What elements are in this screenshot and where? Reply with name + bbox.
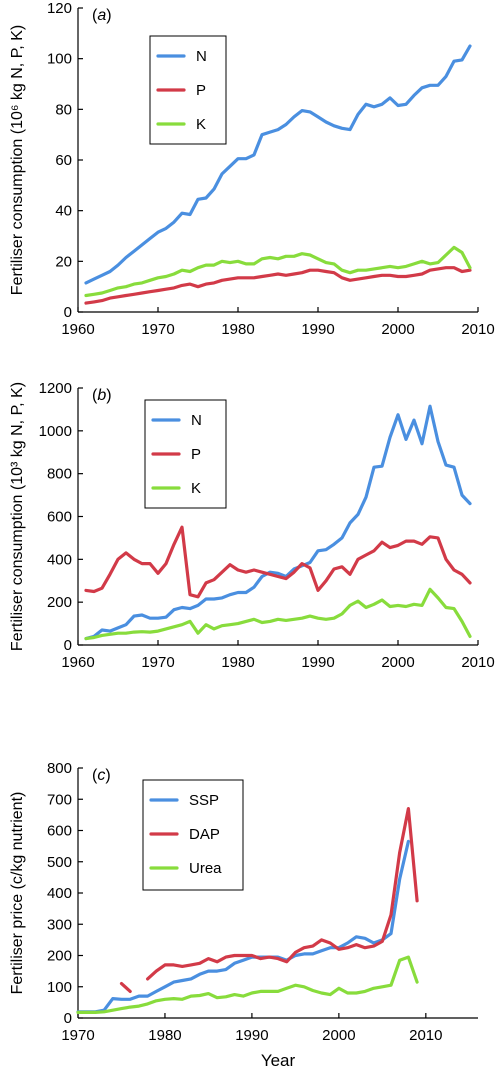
y-axis-title: Fertiliser consumption (10⁶ kg N, P, K) — [9, 25, 26, 295]
panel-label-open: ( — [92, 767, 98, 784]
chart-panel-c: 0 100 200 300 400 500 600 700 800 1970 1980 1990 200… — [9, 760, 478, 1070]
x-tick-label: 2000 — [381, 654, 414, 671]
x-axis-title: Year — [261, 1051, 296, 1070]
y-tick-label: 200 — [47, 594, 72, 611]
panel-label-letter: c — [97, 767, 105, 784]
panel-label-open: ( — [92, 387, 98, 404]
x-tick-label: 1970 — [141, 321, 174, 338]
x-tick-label: 2010 — [409, 1027, 442, 1044]
y-tick-label: 100 — [47, 979, 72, 996]
y-axis-title: Fertiliser consumption (10³ kg N, P, K) — [9, 382, 26, 651]
x-tick-label: 1990 — [301, 654, 334, 671]
series-line-urea — [76, 955, 419, 1014]
x-tick-label: 1970 — [61, 1027, 94, 1044]
legend-label-k: K — [191, 480, 201, 497]
legend-label-p: P — [191, 446, 201, 463]
y-tick-label: 400 — [47, 885, 72, 902]
y-tick-label: 20 — [55, 253, 72, 270]
legend: SSP DAP Urea — [142, 779, 244, 891]
legend-label-n: N — [191, 412, 202, 429]
panel-label-close: ) — [106, 7, 111, 24]
y-tick-label: 0 — [64, 1010, 72, 1027]
y-tick-label: 600 — [47, 509, 72, 526]
series-line-k — [84, 245, 472, 298]
legend-label-k: K — [196, 116, 206, 133]
x-tick-label: 1980 — [221, 321, 254, 338]
y-tick-label: 60 — [55, 152, 72, 169]
panel-label-open: ( — [92, 7, 98, 24]
y-tick-label: 400 — [47, 551, 72, 568]
y-tick-label: 100 — [47, 51, 72, 68]
y-tick-label: 1000 — [39, 423, 72, 440]
panel-label-close: ) — [105, 767, 110, 784]
panel-label: (b) — [92, 387, 112, 404]
series-line-p — [84, 266, 472, 305]
legend-label-n: N — [196, 48, 207, 65]
y-tick-label: 700 — [47, 791, 72, 808]
x-tick-label: 1970 — [141, 654, 174, 671]
legend: NPK — [149, 35, 227, 145]
panel-label: (c) — [92, 767, 111, 784]
legend-label-p: P — [196, 82, 206, 99]
x-tick-label: 1990 — [235, 1027, 268, 1044]
y-tick-label: 0 — [64, 637, 72, 654]
legend-label-ssp: SSP — [189, 792, 219, 809]
legend-label-dap: DAP — [189, 826, 220, 843]
x-tick-label: 2010 — [461, 654, 494, 671]
panel-label-close: ) — [106, 387, 111, 404]
x-tick-label: 2000 — [322, 1027, 355, 1044]
x-tick-label: 2010 — [461, 321, 494, 338]
y-tick-label: 600 — [47, 823, 72, 840]
series-line-dap — [119, 807, 419, 993]
series-line-p — [84, 525, 472, 599]
y-tick-label: 1200 — [39, 380, 72, 397]
chart-panel-b: 0 200 400 600 800 1000 1200 1960 1970 1980 1990 200… — [9, 380, 495, 671]
panel-label-letter: a — [97, 7, 106, 24]
series-line-ssp — [76, 839, 410, 1014]
panel-label: (a) — [92, 7, 112, 24]
series-line-n — [84, 404, 472, 641]
chart-panel-a: 0 20 40 60 80 100 120 1960 1970 1980 1990 2000 2010 (… — [9, 0, 495, 338]
y-axis-title: Fertiliser price (c/kg nutrient) — [9, 792, 26, 995]
y-tick-label: 300 — [47, 916, 72, 933]
x-tick-label: 1960 — [61, 654, 94, 671]
y-tick-label: 200 — [47, 948, 72, 965]
x-tick-label: 1980 — [148, 1027, 181, 1044]
y-tick-label: 80 — [55, 101, 72, 118]
y-tick-label: 0 — [64, 304, 72, 321]
x-tick-label: 1980 — [221, 654, 254, 671]
y-tick-label: 120 — [47, 0, 72, 17]
series-line-n — [84, 44, 472, 285]
panel-label-letter: b — [97, 387, 106, 404]
x-tick-label: 1990 — [301, 321, 334, 338]
y-tick-label: 800 — [47, 760, 72, 777]
series-line-k — [84, 587, 472, 641]
y-tick-label: 800 — [47, 466, 72, 483]
x-tick-label: 2000 — [381, 321, 414, 338]
y-tick-label: 500 — [47, 854, 72, 871]
legend: NPK — [144, 399, 227, 509]
x-tick-label: 1960 — [61, 321, 94, 338]
legend-label-urea: Urea — [189, 860, 222, 877]
y-tick-label: 40 — [55, 203, 72, 220]
